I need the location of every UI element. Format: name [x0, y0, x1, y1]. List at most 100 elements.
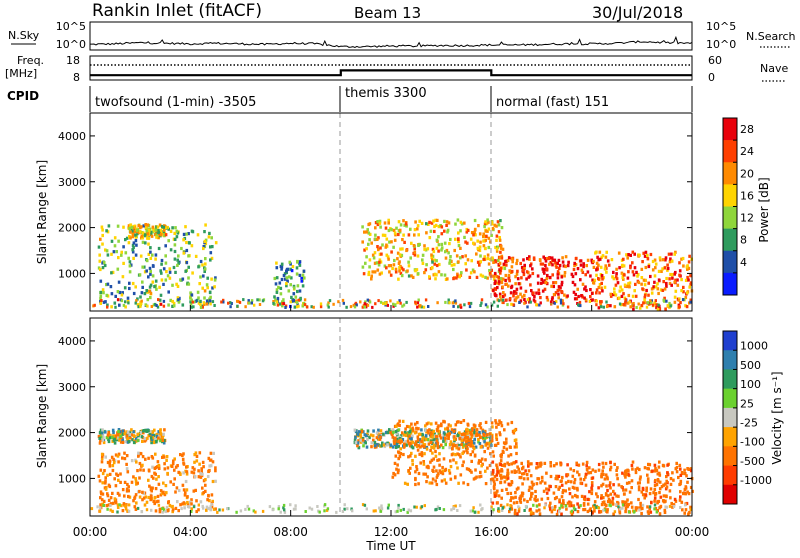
velocity-echo-cell — [515, 470, 518, 474]
velocity-echo-cell — [434, 435, 438, 439]
velocity-echo-cell — [552, 491, 556, 495]
velocity-echo-cell — [602, 496, 605, 500]
power-echo-cell — [667, 252, 671, 256]
velocity-echo-cell — [630, 479, 634, 483]
velocity-echo-cell — [420, 451, 424, 455]
power-echo-cell — [440, 225, 444, 229]
power-echo-cell — [299, 298, 302, 302]
power-echo-cell — [352, 303, 355, 307]
velocity-echo-cell — [202, 506, 205, 510]
velocity-echo-cell — [450, 428, 454, 432]
velocity-echo-cell — [387, 503, 390, 507]
power-echo-cell — [435, 259, 438, 263]
noise-right-tick-bottom: 10^0 — [706, 38, 736, 51]
velocity-echo-cell — [413, 505, 416, 509]
velocity-echo-cell — [566, 501, 570, 505]
velocity-echo-cell — [104, 487, 108, 491]
velocity-echo-cell — [359, 433, 362, 437]
power-echo-cell — [413, 228, 417, 232]
velocity-echo-cell — [406, 510, 409, 514]
velocity-echo-cell — [134, 479, 138, 483]
power-echo-cell — [209, 251, 213, 255]
power-echo-cell — [151, 230, 154, 234]
power-echo-cell — [584, 298, 588, 302]
power-echo-cell — [116, 298, 120, 302]
power-echo-cell — [562, 264, 566, 268]
velocity-echo-cell — [670, 501, 673, 506]
velocity-echo-cell — [521, 494, 524, 498]
power-echo-cell — [132, 291, 136, 296]
power-echo-cell — [148, 266, 152, 270]
power-echo-cell — [105, 249, 109, 253]
power-echo-cell — [156, 305, 160, 309]
power-echo-cell — [522, 272, 526, 277]
velocity-echo-cell — [590, 484, 594, 488]
power-echo-cell — [420, 221, 424, 225]
velocity-echo-cell — [579, 504, 582, 508]
x-tick-label: 12:00 — [374, 525, 409, 539]
power-echo-cell — [615, 272, 618, 276]
velocity-echo-cell — [568, 492, 572, 496]
velocity-echo-cell — [509, 453, 513, 457]
power-echo-cell — [159, 269, 162, 273]
velocity-echo-cell — [668, 504, 672, 508]
power-echo-cell — [203, 296, 206, 300]
power-echo-cell — [679, 301, 682, 305]
velocity-echo-cell — [473, 431, 476, 435]
power-echo-cell — [106, 303, 109, 307]
power-echo-cell — [93, 303, 96, 307]
velocity-echo-cell — [185, 465, 188, 469]
velocity-echo-cell — [441, 465, 444, 470]
velocity-echo-cell — [104, 430, 107, 434]
velocity-echo-cell — [480, 457, 484, 461]
velocity-echo-cell — [492, 486, 496, 490]
power-echo-cell — [199, 275, 202, 279]
velocity-echo-cell — [427, 421, 430, 425]
velocity-echo-cell — [500, 476, 504, 480]
velocity-echo-cell — [437, 472, 440, 476]
velocity-echo-cell — [395, 442, 399, 446]
velocity-echo-cell — [495, 437, 499, 441]
velocity-echo-cell — [415, 444, 419, 448]
power-echo-cell — [486, 305, 489, 309]
velocity-echo-cell — [154, 509, 158, 513]
velocity-echo-cell — [164, 510, 167, 514]
velocity-echo-cell — [478, 430, 481, 435]
velocity-echo-cell — [147, 495, 150, 500]
velocity-echo-cell — [152, 433, 156, 437]
velocity-echo-cell — [181, 483, 185, 487]
velocity-echo-cell — [114, 501, 118, 505]
velocity-echo-cell — [501, 449, 505, 453]
power-echo-cell — [495, 238, 498, 242]
velocity-echo-cell — [357, 439, 360, 443]
velocity-echo-cell — [394, 510, 397, 514]
velocity-echo-cell — [185, 470, 189, 474]
velocity-echo-cell — [685, 474, 688, 478]
power-echo-cell — [398, 265, 401, 270]
velocity-echo-cell — [394, 445, 398, 449]
power-echo-cell — [189, 300, 192, 304]
velocity-echo-cell — [326, 507, 330, 511]
velocity-echo-cell — [485, 433, 489, 437]
velocity-echo-cell — [464, 440, 468, 444]
power-echo-cell — [498, 256, 502, 260]
power-echo-cell — [519, 299, 523, 303]
velocity-echo-cell — [100, 452, 104, 456]
power-echo-cell — [416, 305, 419, 309]
velocity-echo-cell — [477, 433, 480, 437]
power-echo-cell — [604, 255, 608, 259]
velocity-echo-cell — [601, 501, 605, 505]
velocity-echo-cell — [394, 454, 398, 458]
power-echo-cell — [653, 301, 656, 305]
power-echo-cell — [523, 263, 526, 267]
power-echo-cell — [116, 290, 120, 294]
power-echo-cell — [143, 265, 146, 269]
power-echo-cell — [371, 253, 375, 257]
nave-label: Nave — [760, 62, 788, 75]
velocity-echo-cell — [516, 512, 519, 516]
velocity-echo-cell — [538, 512, 542, 516]
power-echo-cell — [510, 269, 514, 274]
power-echo-cell — [656, 307, 660, 311]
power-echo-cell — [617, 251, 621, 255]
power-echo-cell — [393, 231, 397, 235]
